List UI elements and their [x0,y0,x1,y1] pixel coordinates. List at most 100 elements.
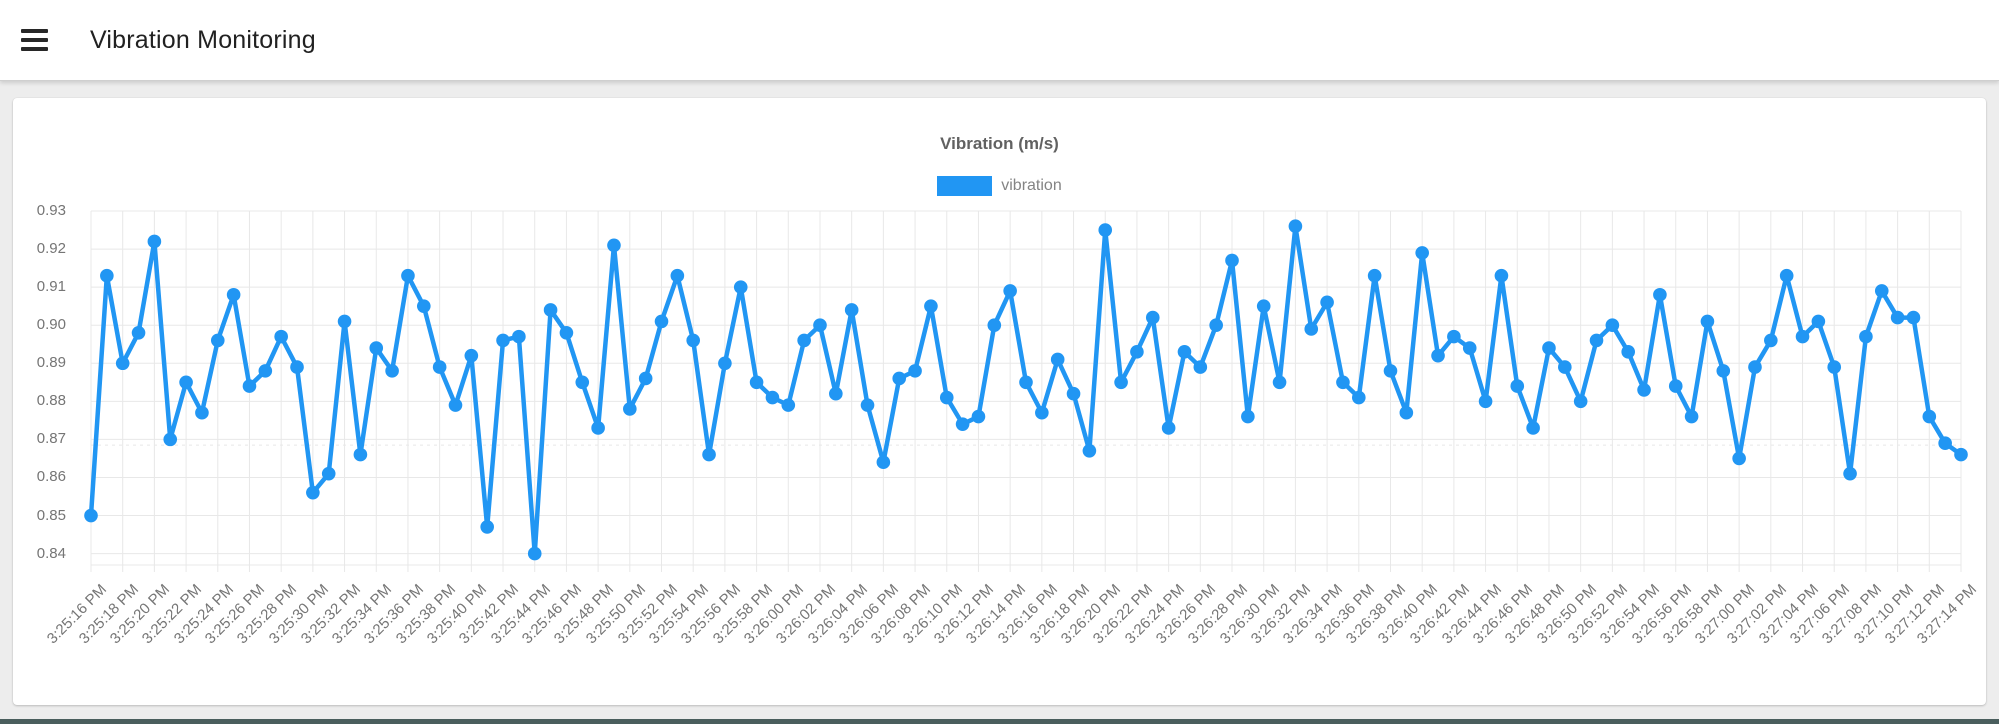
data-point[interactable] [115,356,130,371]
data-point[interactable] [1320,295,1334,310]
data-point[interactable] [1906,310,1921,325]
data-point[interactable] [591,421,605,435]
data-point[interactable] [1130,345,1144,359]
data-point[interactable] [1177,345,1192,359]
data-point[interactable] [908,364,922,378]
data-point[interactable] [1874,284,1889,298]
data-point[interactable] [1447,329,1461,344]
data-point[interactable] [1019,375,1033,390]
data-point[interactable] [876,455,891,470]
data-point[interactable] [1558,360,1572,374]
data-point[interactable] [702,447,716,462]
data-point[interactable] [1035,405,1049,420]
data-point[interactable] [1922,409,1937,424]
data-point[interactable] [1225,253,1239,268]
data-point[interactable] [1811,314,1826,329]
data-point[interactable] [654,314,669,329]
data-point[interactable] [1145,310,1160,325]
data-point[interactable] [543,303,558,317]
data-point[interactable] [765,390,780,405]
data-point[interactable] [432,360,447,374]
data-point[interactable] [84,508,98,523]
data-point[interactable] [575,375,590,390]
data-point[interactable] [749,375,764,390]
data-point[interactable] [496,333,510,348]
data-point[interactable] [1462,341,1477,355]
data-point[interactable] [353,447,368,462]
data-point[interactable] [242,379,257,393]
data-point[interactable] [1938,436,1952,450]
data-point[interactable] [1542,341,1556,355]
data-point[interactable] [385,364,399,378]
data-point[interactable] [924,299,938,313]
data-point[interactable] [1050,352,1065,367]
data-point[interactable] [1859,329,1873,344]
data-point[interactable] [670,268,685,283]
data-point[interactable] [369,341,384,355]
data-point[interactable] [797,333,811,348]
data-point[interactable] [480,520,494,534]
data-point[interactable] [1510,379,1525,393]
data-point[interactable] [258,364,273,378]
data-point[interactable] [718,356,732,371]
data-point[interactable] [987,318,1002,332]
data-point[interactable] [1272,375,1287,390]
data-point[interactable] [163,432,178,447]
data-point[interactable] [1209,318,1223,332]
data-point[interactable] [1431,348,1445,363]
data-point[interactable] [829,386,843,401]
data-point[interactable] [179,375,193,390]
data-point[interactable] [1621,345,1636,359]
data-point[interactable] [623,402,637,416]
data-point[interactable] [100,268,114,283]
data-point[interactable] [416,299,431,313]
data-point[interactable] [955,417,970,431]
data-point[interactable] [195,405,209,420]
data-point[interactable] [844,303,859,317]
data-point[interactable] [290,360,304,374]
data-point[interactable] [1161,421,1176,435]
data-point[interactable] [226,287,241,302]
data-point[interactable] [306,485,320,500]
data-point[interactable] [638,371,653,386]
data-point[interactable] [1003,284,1017,298]
data-point[interactable] [1241,409,1255,424]
data-point[interactable] [607,238,621,253]
data-point[interactable] [1764,333,1778,348]
data-point[interactable] [337,314,352,329]
data-point[interactable] [274,329,288,344]
data-point[interactable] [1653,287,1667,302]
chart-legend[interactable]: vibration [13,175,1986,197]
data-point[interactable] [464,348,479,363]
data-point[interactable] [1700,314,1715,329]
data-point[interactable] [1256,299,1271,313]
data-point[interactable] [401,268,415,283]
data-point[interactable] [1589,333,1604,348]
data-point[interactable] [131,326,146,340]
data-point[interactable] [1605,318,1620,332]
data-point[interactable] [1779,268,1794,283]
data-point[interactable] [1827,360,1842,374]
data-point[interactable] [1573,394,1588,409]
data-point[interactable] [1526,421,1540,435]
hamburger-menu-icon[interactable] [21,29,49,51]
data-point[interactable] [892,371,907,386]
data-point[interactable] [686,333,701,348]
data-point[interactable] [1954,447,1968,462]
data-point[interactable] [147,234,162,249]
data-point[interactable] [1890,310,1905,325]
data-point[interactable] [448,398,463,412]
data-point[interactable] [1066,386,1081,401]
data-point[interactable] [860,398,875,412]
data-point[interactable] [1478,394,1493,409]
data-point[interactable] [1748,360,1762,374]
data-point[interactable] [559,326,574,340]
data-point[interactable] [1383,364,1398,378]
data-point[interactable] [1098,223,1113,237]
data-point[interactable] [813,318,827,332]
data-point[interactable] [512,329,526,344]
data-point[interactable] [1494,268,1509,283]
data-point[interactable] [1732,451,1746,466]
